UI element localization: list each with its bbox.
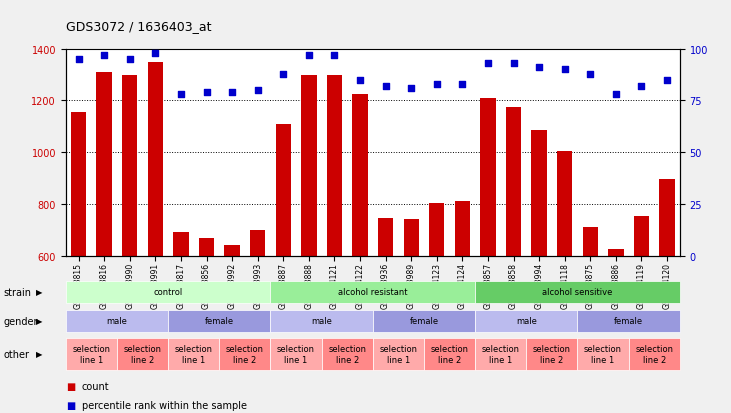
Point — [585, 71, 596, 78]
Text: alcohol resistant: alcohol resistant — [338, 288, 408, 297]
Text: female: female — [205, 317, 234, 325]
Bar — [224, 246, 240, 256]
Text: strain: strain — [4, 287, 31, 297]
Point — [534, 65, 545, 71]
Text: ■: ■ — [66, 381, 75, 391]
Point — [277, 71, 289, 78]
Text: percentile rank within the sample: percentile rank within the sample — [82, 400, 247, 410]
Point — [558, 67, 570, 74]
Bar — [173, 233, 189, 256]
Point — [431, 81, 442, 88]
Text: alcohol sensitive: alcohol sensitive — [542, 288, 613, 297]
Point — [200, 90, 212, 96]
Point — [354, 77, 366, 84]
Point — [73, 57, 84, 63]
Text: selection
line 1: selection line 1 — [277, 344, 315, 364]
Point — [329, 52, 341, 59]
Point — [507, 61, 519, 67]
Text: selection
line 1: selection line 1 — [482, 344, 520, 364]
Bar — [455, 202, 470, 256]
Point — [482, 61, 494, 67]
Text: male: male — [516, 317, 537, 325]
Text: ▶: ▶ — [36, 288, 42, 297]
Point — [303, 52, 315, 59]
Bar — [352, 95, 368, 256]
Bar — [429, 203, 444, 256]
Point — [98, 52, 110, 59]
Bar — [148, 62, 163, 256]
Bar — [301, 75, 317, 256]
Bar — [557, 152, 572, 256]
Text: selection
line 2: selection line 2 — [533, 344, 571, 364]
Text: gender: gender — [4, 316, 38, 326]
Bar — [608, 249, 624, 256]
Text: selection
line 1: selection line 1 — [175, 344, 213, 364]
Text: selection
line 1: selection line 1 — [72, 344, 110, 364]
Bar — [480, 99, 496, 256]
Text: female: female — [614, 317, 643, 325]
Bar — [531, 131, 547, 256]
Point — [380, 83, 392, 90]
Text: selection
line 2: selection line 2 — [226, 344, 264, 364]
Bar — [199, 238, 214, 256]
Point — [635, 83, 648, 90]
Bar — [122, 75, 137, 256]
Bar — [96, 73, 112, 256]
Bar — [71, 113, 86, 256]
Text: other: other — [4, 349, 30, 359]
Text: count: count — [82, 381, 110, 391]
Text: male: male — [107, 317, 127, 325]
Text: selection
line 2: selection line 2 — [124, 344, 162, 364]
Bar — [250, 230, 265, 256]
Point — [405, 85, 417, 92]
Point — [149, 50, 161, 57]
Text: ■: ■ — [66, 400, 75, 410]
Bar — [378, 218, 393, 256]
Bar — [276, 124, 291, 256]
Point — [175, 92, 187, 98]
Point — [251, 88, 263, 94]
Bar — [506, 108, 521, 256]
Text: selection
line 2: selection line 2 — [431, 344, 469, 364]
Point — [661, 77, 673, 84]
Point — [124, 57, 136, 63]
Bar — [404, 220, 419, 256]
Text: female: female — [409, 317, 439, 325]
Text: selection
line 2: selection line 2 — [635, 344, 673, 364]
Point — [610, 92, 621, 98]
Bar — [583, 228, 598, 256]
Bar — [634, 216, 649, 256]
Bar — [659, 180, 675, 256]
Point — [456, 81, 469, 88]
Text: selection
line 1: selection line 1 — [379, 344, 417, 364]
Text: male: male — [311, 317, 332, 325]
Text: control: control — [154, 288, 183, 297]
Text: selection
line 2: selection line 2 — [328, 344, 366, 364]
Point — [226, 90, 238, 96]
Text: ▶: ▶ — [36, 350, 42, 358]
Bar — [327, 75, 342, 256]
Text: ▶: ▶ — [36, 317, 42, 325]
Text: selection
line 1: selection line 1 — [584, 344, 622, 364]
Text: GDS3072 / 1636403_at: GDS3072 / 1636403_at — [66, 20, 211, 33]
